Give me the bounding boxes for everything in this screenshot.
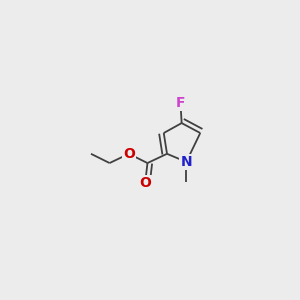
Text: O: O bbox=[139, 176, 151, 190]
Text: F: F bbox=[176, 96, 185, 110]
Text: N: N bbox=[181, 155, 192, 169]
Text: O: O bbox=[123, 147, 135, 161]
